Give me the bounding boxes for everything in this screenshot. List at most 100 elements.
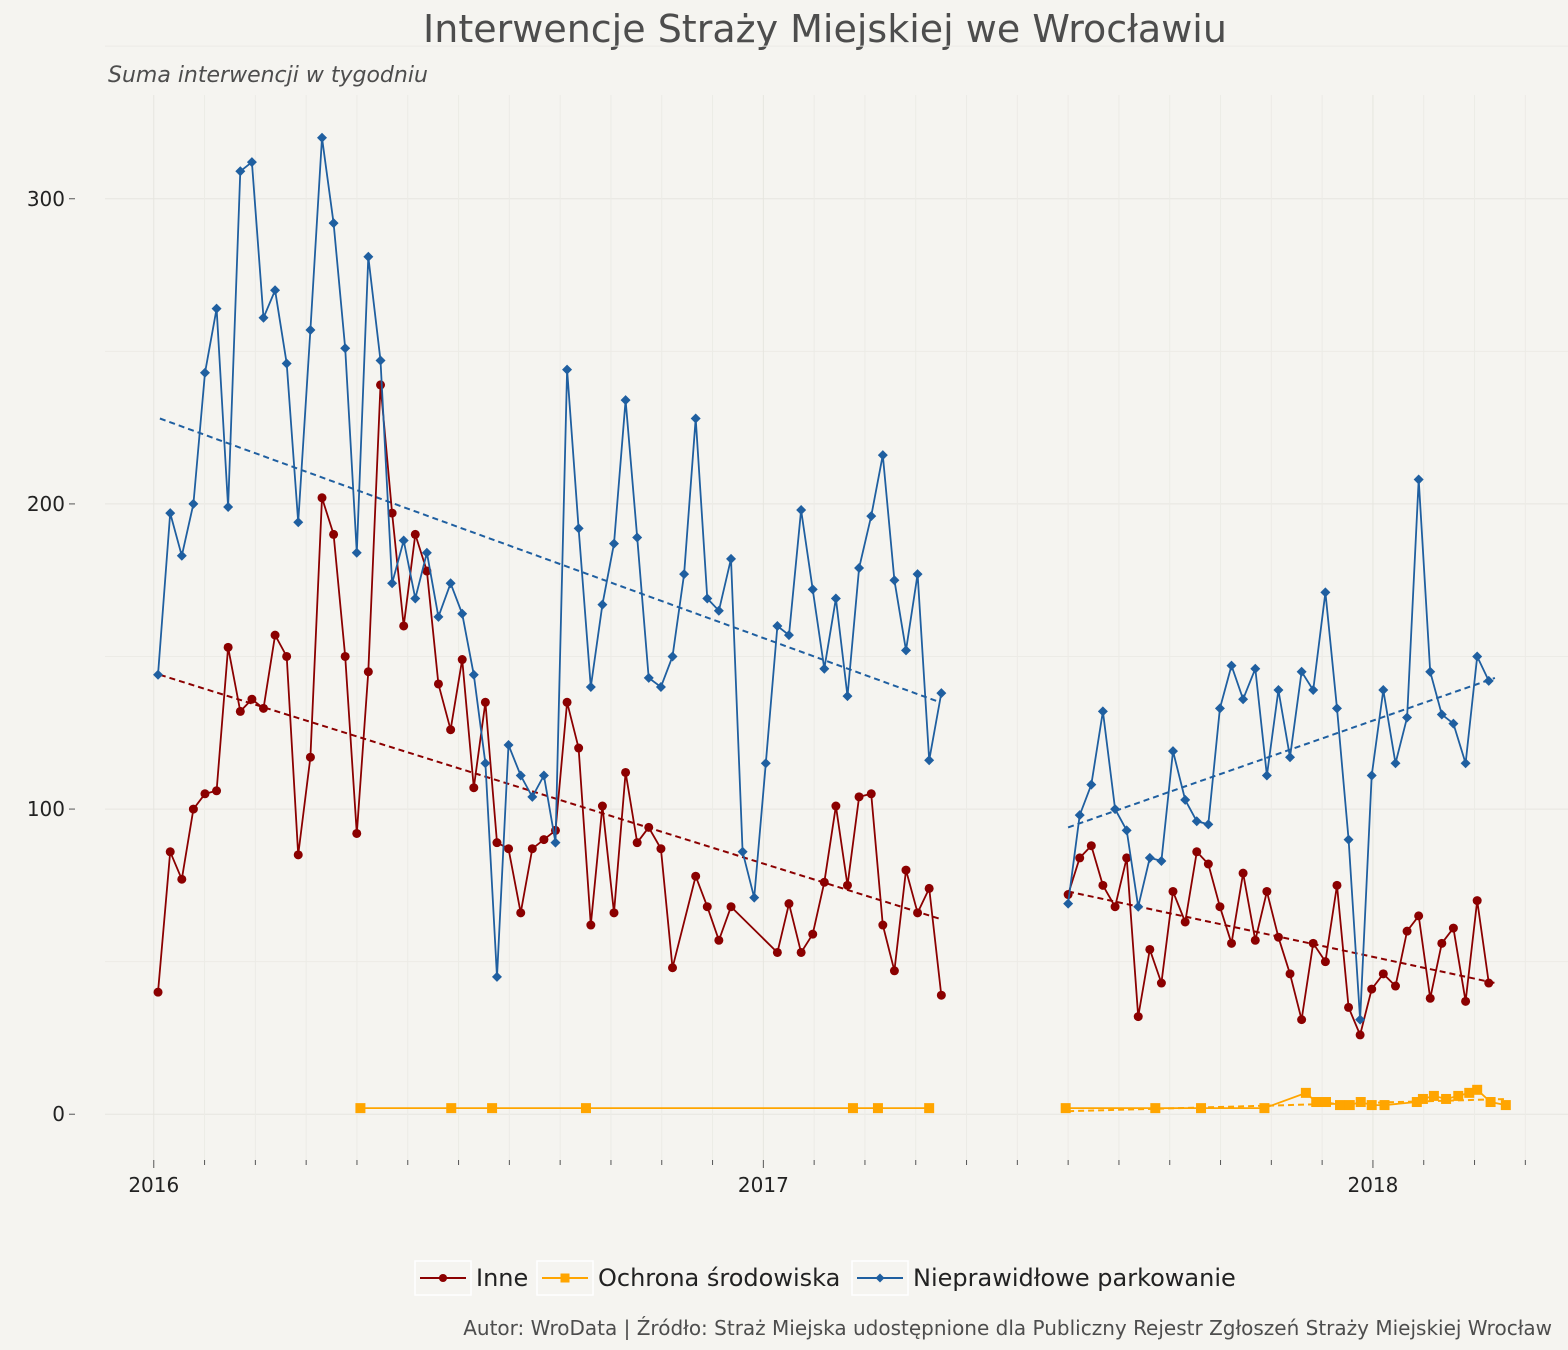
data-point <box>1464 1087 1475 1098</box>
data-point <box>562 364 573 375</box>
data-point <box>317 493 327 503</box>
data-point <box>1461 996 1471 1006</box>
data-point <box>632 532 643 543</box>
y-tick-label: 100 <box>27 797 65 821</box>
data-point <box>1144 852 1155 863</box>
data-point <box>1285 752 1296 763</box>
data-point <box>1414 911 1424 921</box>
data-point <box>702 593 713 604</box>
data-point <box>1300 1087 1311 1098</box>
data-point <box>819 877 829 887</box>
data-point <box>597 801 607 811</box>
data-point <box>293 850 303 860</box>
data-point <box>235 706 245 716</box>
data-point <box>457 655 467 665</box>
data-point <box>153 987 163 997</box>
data-point <box>1367 984 1377 994</box>
data-point <box>1191 816 1202 827</box>
data-point <box>656 844 666 854</box>
data-point <box>1344 1100 1355 1111</box>
data-point <box>387 508 397 518</box>
data-point <box>784 899 794 909</box>
data-point <box>340 651 350 661</box>
data-point <box>924 883 934 893</box>
data-point <box>1332 880 1342 890</box>
data-point <box>772 947 782 957</box>
data-point <box>527 844 537 854</box>
data-point <box>854 562 865 573</box>
data-point <box>1156 855 1167 866</box>
data-point <box>223 642 233 652</box>
data-point <box>936 688 947 699</box>
data-point <box>574 743 584 753</box>
data-point <box>165 847 175 857</box>
legend-label: Inne <box>476 1264 528 1292</box>
data-point <box>1227 938 1237 948</box>
data-point <box>421 547 432 558</box>
data-point <box>1273 932 1283 942</box>
data-point <box>282 651 292 661</box>
data-point <box>1483 675 1494 686</box>
data-point <box>1086 841 1096 851</box>
data-point <box>1413 474 1424 485</box>
data-point <box>585 682 596 693</box>
data-point <box>1110 902 1120 912</box>
data-point <box>176 550 187 561</box>
data-point <box>609 908 619 918</box>
data-point <box>667 651 678 662</box>
data-point <box>644 822 654 832</box>
chart-subtitle: Suma interwencji w tygodniu <box>108 63 428 88</box>
legend-key-marker <box>560 1273 570 1283</box>
data-point <box>796 947 806 957</box>
data-point <box>819 663 830 674</box>
data-point <box>1428 1090 1439 1101</box>
data-point <box>760 758 771 769</box>
data-point <box>351 547 362 558</box>
data-point <box>749 892 760 903</box>
trend-line-2 <box>1067 676 1496 829</box>
data-point <box>433 679 443 689</box>
data-point <box>328 218 339 229</box>
data-point <box>235 166 246 177</box>
data-point <box>305 752 315 762</box>
legend-label: Ochrona środowiska <box>598 1264 840 1292</box>
data-point <box>270 630 280 640</box>
data-point <box>609 538 620 549</box>
data-point <box>1448 718 1459 729</box>
data-point <box>457 608 468 619</box>
data-point <box>1192 847 1202 857</box>
series-2 <box>153 132 1494 1025</box>
data-point <box>1238 868 1248 878</box>
data-point <box>1156 978 1166 988</box>
chart-title: Interwencje Straży Miejskiej we Wrocławi… <box>423 7 1227 51</box>
data-point <box>854 792 864 802</box>
data-point <box>901 865 911 875</box>
series-line <box>157 384 943 996</box>
data-point <box>1355 1014 1366 1025</box>
data-point <box>212 786 222 796</box>
data-point <box>900 645 911 656</box>
data-point <box>433 611 444 622</box>
data-point <box>866 511 877 522</box>
data-point <box>492 838 502 848</box>
data-point <box>1500 1100 1511 1111</box>
data-point <box>912 569 923 580</box>
data-point <box>1262 886 1272 896</box>
data-point <box>1150 1103 1161 1114</box>
legend-item: Ochrona środowiska <box>536 1260 840 1296</box>
data-point <box>480 758 491 769</box>
x-tick-label: 2018 <box>1347 1173 1398 1197</box>
data-point <box>211 303 222 314</box>
data-point <box>1121 825 1132 836</box>
data-point <box>1411 1097 1422 1108</box>
series-0 <box>153 380 1494 1040</box>
data-point <box>1214 703 1225 714</box>
data-point <box>668 963 678 973</box>
data-point <box>1448 923 1458 933</box>
data-point <box>188 804 198 814</box>
data-point <box>1168 886 1178 896</box>
data-point <box>363 251 374 262</box>
data-point <box>1122 853 1132 863</box>
data-point <box>200 789 210 799</box>
data-point <box>847 1103 858 1114</box>
